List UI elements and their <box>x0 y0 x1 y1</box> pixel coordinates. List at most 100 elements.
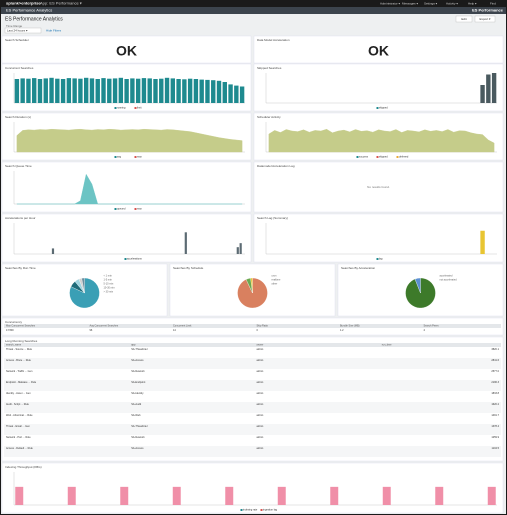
bar <box>480 85 485 103</box>
table-cell: SA-Access <box>131 447 144 450</box>
bar <box>199 79 204 103</box>
table-cell: Audit - Script ... Rule <box>6 403 30 406</box>
top-menu-item[interactable]: Settings ▾ <box>424 1 438 5</box>
area <box>268 128 495 153</box>
table-cell: SA-Access <box>131 359 144 362</box>
panel <box>253 213 504 263</box>
column-header[interactable]: Bundle Size (MB) <box>340 325 360 328</box>
panel <box>253 35 504 64</box>
legend-label: max <box>137 156 142 159</box>
panel <box>1 213 252 263</box>
table-cell: admin <box>257 370 264 373</box>
table-cell: SA-Audit <box>131 403 141 406</box>
table-cell: admin <box>257 381 264 384</box>
top-menu-item[interactable]: Find <box>490 1 496 5</box>
bar <box>153 79 158 103</box>
legend-label: indexing rate <box>243 509 258 512</box>
bar <box>118 77 124 103</box>
table-cell: Network - Traffic ... Gen <box>6 370 33 373</box>
column-header[interactable]: Concurrent Limit <box>173 325 192 328</box>
pie-label: 5-10 min <box>104 283 114 286</box>
bar <box>101 78 106 103</box>
bar <box>147 78 152 103</box>
table-cell: Endpoint - Malware ... Rule <box>6 381 37 384</box>
legend-swatch <box>134 107 137 109</box>
bar <box>236 247 239 254</box>
legend-label: max <box>137 208 142 211</box>
pie-label: other <box>272 283 278 286</box>
top-menu-item[interactable]: Help ▾ <box>468 1 477 5</box>
table-cell: SA-Identity <box>131 392 144 395</box>
legend-swatch <box>124 258 127 260</box>
bar <box>435 486 444 505</box>
table-cell: 1104.5 <box>492 447 500 450</box>
column-header[interactable]: run_time <box>382 344 392 347</box>
panel-title: Data Model Acceleration <box>257 38 290 42</box>
bar <box>20 78 25 103</box>
top-menu-item[interactable]: Administrator ▾ <box>380 1 401 5</box>
panel <box>1 462 504 514</box>
pie-slice <box>81 277 85 294</box>
legend-swatch <box>114 156 117 158</box>
bar <box>15 486 24 505</box>
panel-title: Search Scheduler <box>5 38 29 42</box>
panel-title: Indexing Throughput (KB/s) <box>5 465 42 469</box>
legend-swatch <box>134 208 137 210</box>
export-button[interactable] <box>474 15 496 23</box>
bar <box>37 79 43 103</box>
panel-title: Searches By Acceleration <box>341 266 376 270</box>
column-header[interactable]: app <box>131 344 136 347</box>
bar <box>14 79 20 103</box>
column-header[interactable]: Skip Ratio <box>257 325 269 328</box>
bar <box>170 78 176 103</box>
panel-title: Searches By Run Time <box>5 266 36 270</box>
column-header[interactable]: Max Concurrent Searches <box>6 325 36 328</box>
panel-title: Accelerations per Hour <box>5 216 36 220</box>
column-header[interactable]: Avg Concurrent Searches <box>90 325 119 328</box>
panel-title: Scheduler Activity <box>257 115 281 119</box>
table-cell: 1259.9 <box>491 436 499 439</box>
dashboard-title: ES Performance Analytics <box>5 16 63 22</box>
edit-label[interactable]: Edit <box>461 17 466 21</box>
bar <box>211 80 216 103</box>
table-cell: admin <box>257 392 264 395</box>
bar <box>182 79 187 103</box>
table-cell: 3820.1 <box>491 348 499 351</box>
dropdown[interactable] <box>4 27 42 34</box>
pie-slice <box>414 277 421 294</box>
panel-title: Long Running Searches <box>5 339 38 343</box>
bar <box>120 486 129 505</box>
hide-filters[interactable]: Hide Filters <box>46 28 62 32</box>
column-header[interactable]: search_name <box>6 344 22 347</box>
bar <box>222 82 227 103</box>
single-value: OK <box>116 43 137 59</box>
bar <box>83 77 89 103</box>
column-header[interactable]: owner <box>257 344 264 347</box>
dropdown-value[interactable]: Last 24 hours ▾ <box>7 28 28 32</box>
bar <box>60 79 66 103</box>
edit-button[interactable] <box>455 15 473 23</box>
pie-label: > 30 min <box>104 291 114 294</box>
table-cell: Identity - Asset ... Gen <box>6 392 31 395</box>
export-label[interactable]: Export ▾ <box>479 17 491 21</box>
table-cell: admin <box>257 436 264 439</box>
bar <box>193 79 199 103</box>
legend-label: accelerations <box>127 258 142 261</box>
top-menu-item[interactable]: Messages ▾ <box>402 1 419 5</box>
bar <box>49 77 54 103</box>
app-bar <box>1 7 506 14</box>
app-menu[interactable]: App: ES Performance ▾ <box>40 1 82 6</box>
table-cell: SA-Network <box>131 436 145 439</box>
column-header[interactable]: Search Peers <box>424 325 440 328</box>
table-row-stripe <box>4 424 501 435</box>
bar <box>135 78 141 103</box>
legend-swatch <box>376 156 379 158</box>
table-cell: 2841.6 <box>491 359 499 362</box>
table-cell: 4 <box>424 329 426 332</box>
top-menu-item[interactable]: Activity ▾ <box>446 1 458 5</box>
table-cell: Threat - Email ... Gen <box>6 425 31 428</box>
panel <box>1 336 504 462</box>
legend-swatch <box>376 258 379 260</box>
table-row-stripe <box>4 358 501 369</box>
